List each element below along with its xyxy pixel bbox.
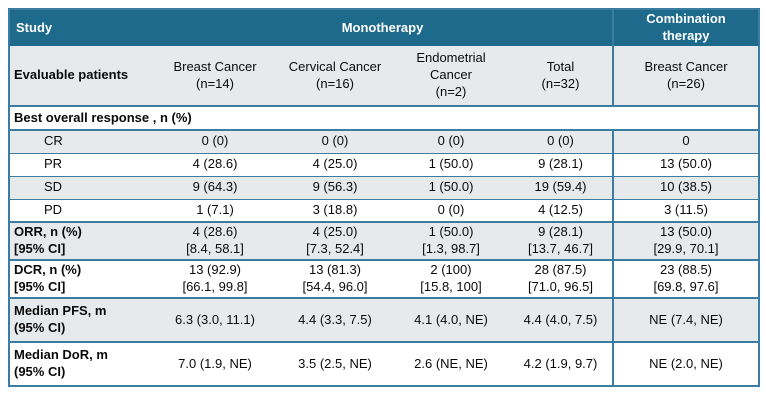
sd-label: SD (9, 175, 153, 199)
cr-value: 0 (0) (393, 129, 509, 153)
median-dor-value: NE (2.0, NE) (612, 341, 759, 386)
median-pfs-row: Median PFS, m (95% CI) 6.3 (3.0, 11.1) 4… (9, 297, 759, 342)
pr-value: 9 (28.1) (509, 152, 613, 176)
pr-value: 4 (28.6) (153, 152, 277, 176)
sd-value: 10 (38.5) (612, 175, 759, 199)
sd-row: SD 9 (64.3) 9 (56.3) 1 (50.0) 19 (59.4) … (9, 175, 759, 199)
cr-row: CR 0 (0) 0 (0) 0 (0) 0 (0) 0 (9, 129, 759, 153)
dcr-value: 28 (87.5) [71.0, 96.5] (509, 259, 613, 298)
pd-value: 0 (0) (393, 198, 509, 222)
median-pfs-value: 4.4 (4.0, 7.5) (509, 297, 613, 342)
evaluable-patients-label: Evaluable patients (9, 46, 153, 106)
dcr-row: DCR, n (%) [95% CI] 13 (92.9) [66.1, 99.… (9, 259, 759, 298)
sd-value: 9 (64.3) (153, 175, 277, 199)
pr-value: 1 (50.0) (393, 152, 509, 176)
pd-label: PD (9, 198, 153, 222)
column-header-endometrial-cancer: Endometrial Cancer (n=2) (393, 46, 509, 106)
pr-value: 13 (50.0) (612, 152, 759, 176)
pd-value: 3 (18.8) (277, 198, 393, 222)
column-header-total: Total (n=32) (509, 46, 613, 106)
orr-row: ORR, n (%) [95% CI] 4 (28.6) [8.4, 58.1]… (9, 221, 759, 260)
header-monotherapy-cell: Monotherapy (153, 9, 613, 46)
header-combination-therapy-cell: Combination therapy (612, 9, 759, 46)
table-header-row: Study Monotherapy Combination therapy (9, 9, 759, 46)
clinical-results-table: Study Monotherapy Combination therapy Ev… (8, 8, 760, 387)
pr-row: PR 4 (28.6) 4 (25.0) 1 (50.0) 9 (28.1) 1… (9, 152, 759, 176)
sd-value: 9 (56.3) (277, 175, 393, 199)
evaluable-patients-row: Evaluable patients Breast Cancer (n=14) … (9, 46, 759, 106)
cr-value: 0 (0) (509, 129, 613, 153)
orr-label: ORR, n (%) [95% CI] (9, 221, 153, 260)
dcr-value: 2 (100) [15.8, 100] (393, 259, 509, 298)
median-pfs-value: 4.4 (3.3, 7.5) (277, 297, 393, 342)
orr-value: 4 (25.0) [7.3, 52.4] (277, 221, 393, 260)
pr-value: 4 (25.0) (277, 152, 393, 176)
sd-value: 1 (50.0) (393, 175, 509, 199)
header-study-cell: Study (9, 9, 153, 46)
cr-value: 0 (0) (277, 129, 393, 153)
orr-value: 4 (28.6) [8.4, 58.1] (153, 221, 277, 260)
clinical-results-table-container: Study Monotherapy Combination therapy Ev… (8, 8, 760, 387)
median-dor-value: 4.2 (1.9, 9.7) (509, 341, 613, 386)
dcr-label: DCR, n (%) [95% CI] (9, 259, 153, 298)
median-pfs-value: 6.3 (3.0, 11.1) (153, 297, 277, 342)
orr-value: 1 (50.0) [1.3, 98.7] (393, 221, 509, 260)
orr-value: 13 (50.0) [29.9, 70.1] (612, 221, 759, 260)
dcr-value: 23 (88.5) [69.8, 97.6] (612, 259, 759, 298)
cr-label: CR (9, 129, 153, 153)
column-header-breast-cancer-combo: Breast Cancer (n=26) (612, 46, 759, 106)
dcr-value: 13 (92.9) [66.1, 99.8] (153, 259, 277, 298)
dcr-value: 13 (81.3) [54.4, 96.0] (277, 259, 393, 298)
median-dor-value: 3.5 (2.5, NE) (277, 341, 393, 386)
pd-value: 1 (7.1) (153, 198, 277, 222)
best-overall-response-section-row: Best overall response , n (%) (9, 105, 759, 131)
sd-value: 19 (59.4) (509, 175, 613, 199)
median-dor-value: 7.0 (1.9, NE) (153, 341, 277, 386)
pr-label: PR (9, 152, 153, 176)
cr-value: 0 (0) (153, 129, 277, 153)
orr-value: 9 (28.1) [13.7, 46.7] (509, 221, 613, 260)
median-pfs-value: NE (7.4, NE) (612, 297, 759, 342)
median-dor-value: 2.6 (NE, NE) (393, 341, 509, 386)
pd-row: PD 1 (7.1) 3 (18.8) 0 (0) 4 (12.5) 3 (11… (9, 198, 759, 222)
column-header-cervical-cancer: Cervical Cancer (n=16) (277, 46, 393, 106)
best-overall-response-label: Best overall response , n (%) (9, 105, 759, 131)
pd-value: 4 (12.5) (509, 198, 613, 222)
cr-value: 0 (612, 129, 759, 153)
median-dor-label: Median DoR, m (95% CI) (9, 341, 153, 386)
median-pfs-label: Median PFS, m (95% CI) (9, 297, 153, 342)
median-dor-row: Median DoR, m (95% CI) 7.0 (1.9, NE) 3.5… (9, 341, 759, 386)
median-pfs-value: 4.1 (4.0, NE) (393, 297, 509, 342)
column-header-breast-cancer-mono: Breast Cancer (n=14) (153, 46, 277, 106)
pd-value: 3 (11.5) (612, 198, 759, 222)
